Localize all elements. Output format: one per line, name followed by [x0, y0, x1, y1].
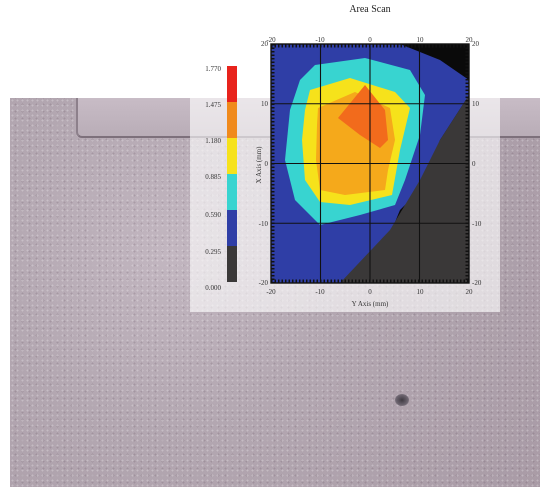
plot-frame: [270, 43, 470, 284]
colorbar-label-6: 0.295: [205, 248, 221, 256]
top-tick-label: 10: [417, 36, 425, 44]
photo-dark-spot: [395, 394, 409, 406]
right-tick-label: 0: [472, 160, 476, 168]
left-tick-label: 10: [261, 100, 269, 108]
colorbar-band-yellow: [227, 138, 237, 174]
right-tick-label: -20: [472, 279, 482, 287]
x-axis-title: Y Axis (mm): [352, 300, 389, 308]
colorbar-band-orange: [227, 102, 237, 138]
right-tick-label: -10: [472, 220, 482, 228]
bottom-tick-label: 10: [417, 288, 425, 296]
right-tick-label: 20: [472, 40, 480, 48]
right-tick-labels: 20 10 0 -10 -20: [472, 40, 482, 287]
contour-level-red: [338, 85, 388, 148]
left-tick-label: -20: [259, 279, 269, 287]
top-tick-label: 0: [368, 36, 372, 44]
left-tick-label: -10: [259, 220, 269, 228]
left-tick-label: 0: [265, 160, 269, 168]
y-axis-title: X Axis (mm): [255, 146, 263, 184]
frame-ticks: [271, 44, 469, 283]
bottom-tick-label: 0: [368, 288, 372, 296]
left-tick-label: 20: [261, 40, 269, 48]
top-tick-label: -20: [266, 36, 276, 44]
left-tick-labels: 20 10 0 -10 -20: [259, 40, 269, 287]
colorbar: 1.770 1.475 1.180 0.885 0.590 0.295 0.00…: [205, 65, 237, 292]
right-tick-label: 10: [472, 100, 480, 108]
bottom-tick-label: -20: [266, 288, 276, 296]
top-tick-label: -10: [315, 36, 325, 44]
colorbar-label-1: 1.770: [205, 65, 221, 73]
colorbar-band-cyan: [227, 174, 237, 210]
colorbar-label-4: 0.885: [205, 173, 221, 181]
top-tick-label: 20: [466, 36, 474, 44]
colorbar-band-red: [227, 66, 237, 102]
colorbar-label-7: 0.000: [205, 284, 221, 292]
colorbar-label-2: 1.475: [205, 101, 221, 109]
colorbar-band-blue: [227, 210, 237, 246]
bottom-tick-label: 20: [466, 288, 474, 296]
chart-title: Area Scan: [349, 4, 391, 15]
colorbar-label-5: 0.590: [205, 211, 221, 219]
colorbar-label-3: 1.180: [205, 137, 221, 145]
grid-lines: [271, 44, 469, 283]
bottom-tick-label: -10: [315, 288, 325, 296]
bottom-tick-labels: -20 -10 0 10 20: [266, 288, 473, 296]
colorbar-band-dark: [227, 246, 237, 282]
contour-level-dark: [340, 95, 469, 283]
top-tick-labels: -20 -10 0 10 20: [266, 36, 473, 44]
